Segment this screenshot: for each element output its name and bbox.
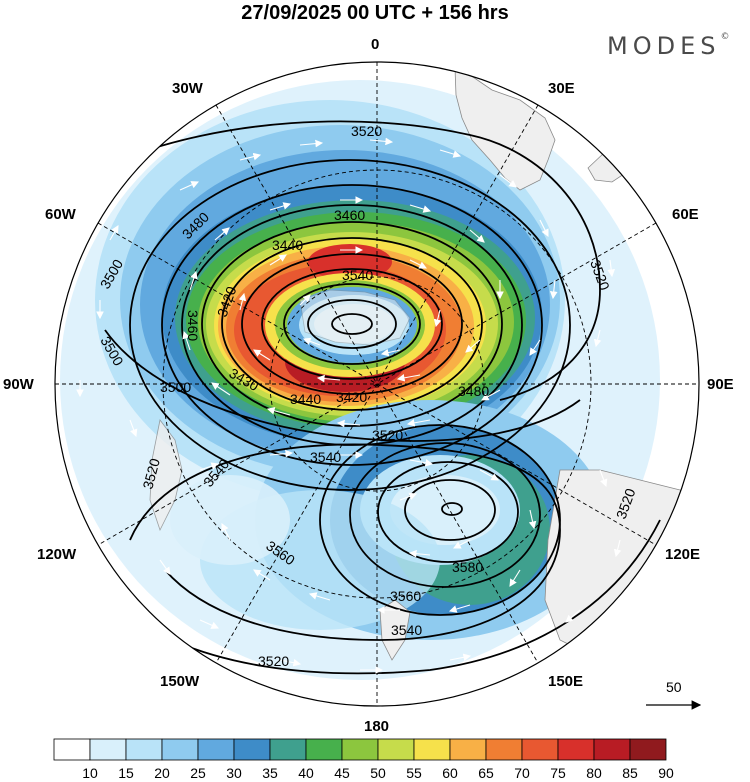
legend-tick: 40 xyxy=(298,765,314,781)
wind-vectors xyxy=(76,137,622,674)
legend-swatch xyxy=(557,738,595,761)
legend-swatch xyxy=(305,738,343,761)
contour-label: 3460 xyxy=(185,310,201,341)
lon-label-0: 0 xyxy=(371,36,379,53)
contour-label: 3520 xyxy=(258,653,289,669)
lon-label-60e: 60E xyxy=(672,206,699,223)
legend-swatch xyxy=(593,738,631,761)
lon-label-90w: 90W xyxy=(3,376,35,393)
lon-label-150e: 150E xyxy=(548,673,583,690)
legend-tick-labels: 10 15 20 25 30 35 40 45 50 55 60 65 70 75 80 85 90 xyxy=(82,765,674,781)
legend-swatches xyxy=(53,738,667,761)
contour-label: 3500 xyxy=(160,379,191,395)
lon-label-180: 180 xyxy=(364,718,389,735)
legend-swatch xyxy=(449,738,487,761)
legend-tick: 30 xyxy=(226,765,242,781)
reference-vector: 50 xyxy=(646,679,702,710)
legend-tick: 90 xyxy=(658,765,674,781)
lon-label-60w: 60W xyxy=(45,206,77,223)
map-border xyxy=(54,61,700,707)
contour-label: 3580 xyxy=(452,559,483,575)
brand-logo: MODES© xyxy=(607,32,729,60)
legend-swatch xyxy=(521,738,559,761)
lon-label-150w: 150W xyxy=(160,673,200,690)
longitude-labels: 0 30E 60E 90E 120E 150E 180 150W 120W 90… xyxy=(3,36,734,735)
contour-label: 3540 xyxy=(310,449,341,465)
legend-tick: 50 xyxy=(370,765,386,781)
legend-tick: 35 xyxy=(262,765,278,781)
legend-tick: 20 xyxy=(154,765,170,781)
contour-label: 3520 xyxy=(351,123,382,139)
contour-label: 3440 xyxy=(290,391,321,407)
contour-label: 3460 xyxy=(334,207,365,223)
legend-swatch xyxy=(629,738,667,761)
contour-label: 3520 xyxy=(372,427,403,443)
contour-label: 3520 xyxy=(139,456,163,490)
legend-swatch xyxy=(485,738,523,761)
lon-label-90e: 90E xyxy=(707,376,734,393)
lon-label-120w: 120W xyxy=(37,546,77,563)
graticule xyxy=(55,62,699,706)
copyright-mark: © xyxy=(720,32,730,42)
legend-swatch xyxy=(53,738,91,761)
brand-name: MODES xyxy=(607,32,721,60)
legend-tick: 25 xyxy=(190,765,206,781)
contour-label: 3540 xyxy=(342,267,373,283)
legend-swatch xyxy=(341,738,379,761)
legend-swatch xyxy=(125,738,163,761)
legend-tick: 85 xyxy=(622,765,638,781)
legend-tick: 45 xyxy=(334,765,350,781)
legend-swatch xyxy=(377,738,415,761)
legend-tick: 70 xyxy=(514,765,530,781)
lon-label-30w: 30W xyxy=(172,80,204,97)
legend-tick: 75 xyxy=(550,765,566,781)
lon-label-120e: 120E xyxy=(665,546,700,563)
legend-swatch xyxy=(197,738,235,761)
contour-label: 3540 xyxy=(391,622,422,638)
map-title: 27/09/2025 00 UTC + 156 hrs xyxy=(241,2,509,24)
lon-label-30e: 30E xyxy=(548,80,575,97)
legend-tick: 15 xyxy=(118,765,134,781)
contour-label: 3480 xyxy=(458,383,489,399)
legend-tick: 10 xyxy=(82,765,98,781)
legend-tick: 65 xyxy=(478,765,494,781)
contour-label: 3560 xyxy=(390,588,421,604)
legend-swatch xyxy=(413,738,451,761)
legend-swatch xyxy=(233,738,271,761)
legend-tick: 80 xyxy=(586,765,602,781)
legend-tick: 60 xyxy=(442,765,458,781)
contour-label: 3440 xyxy=(272,237,303,253)
geopotential-contours xyxy=(104,120,661,675)
legend-swatch xyxy=(269,738,307,761)
legend-swatch xyxy=(89,738,127,761)
contour-label: 3420 xyxy=(336,389,367,405)
legend-swatch xyxy=(161,738,199,761)
legend-tick: 55 xyxy=(406,765,422,781)
reference-vector-label: 50 xyxy=(666,679,682,695)
